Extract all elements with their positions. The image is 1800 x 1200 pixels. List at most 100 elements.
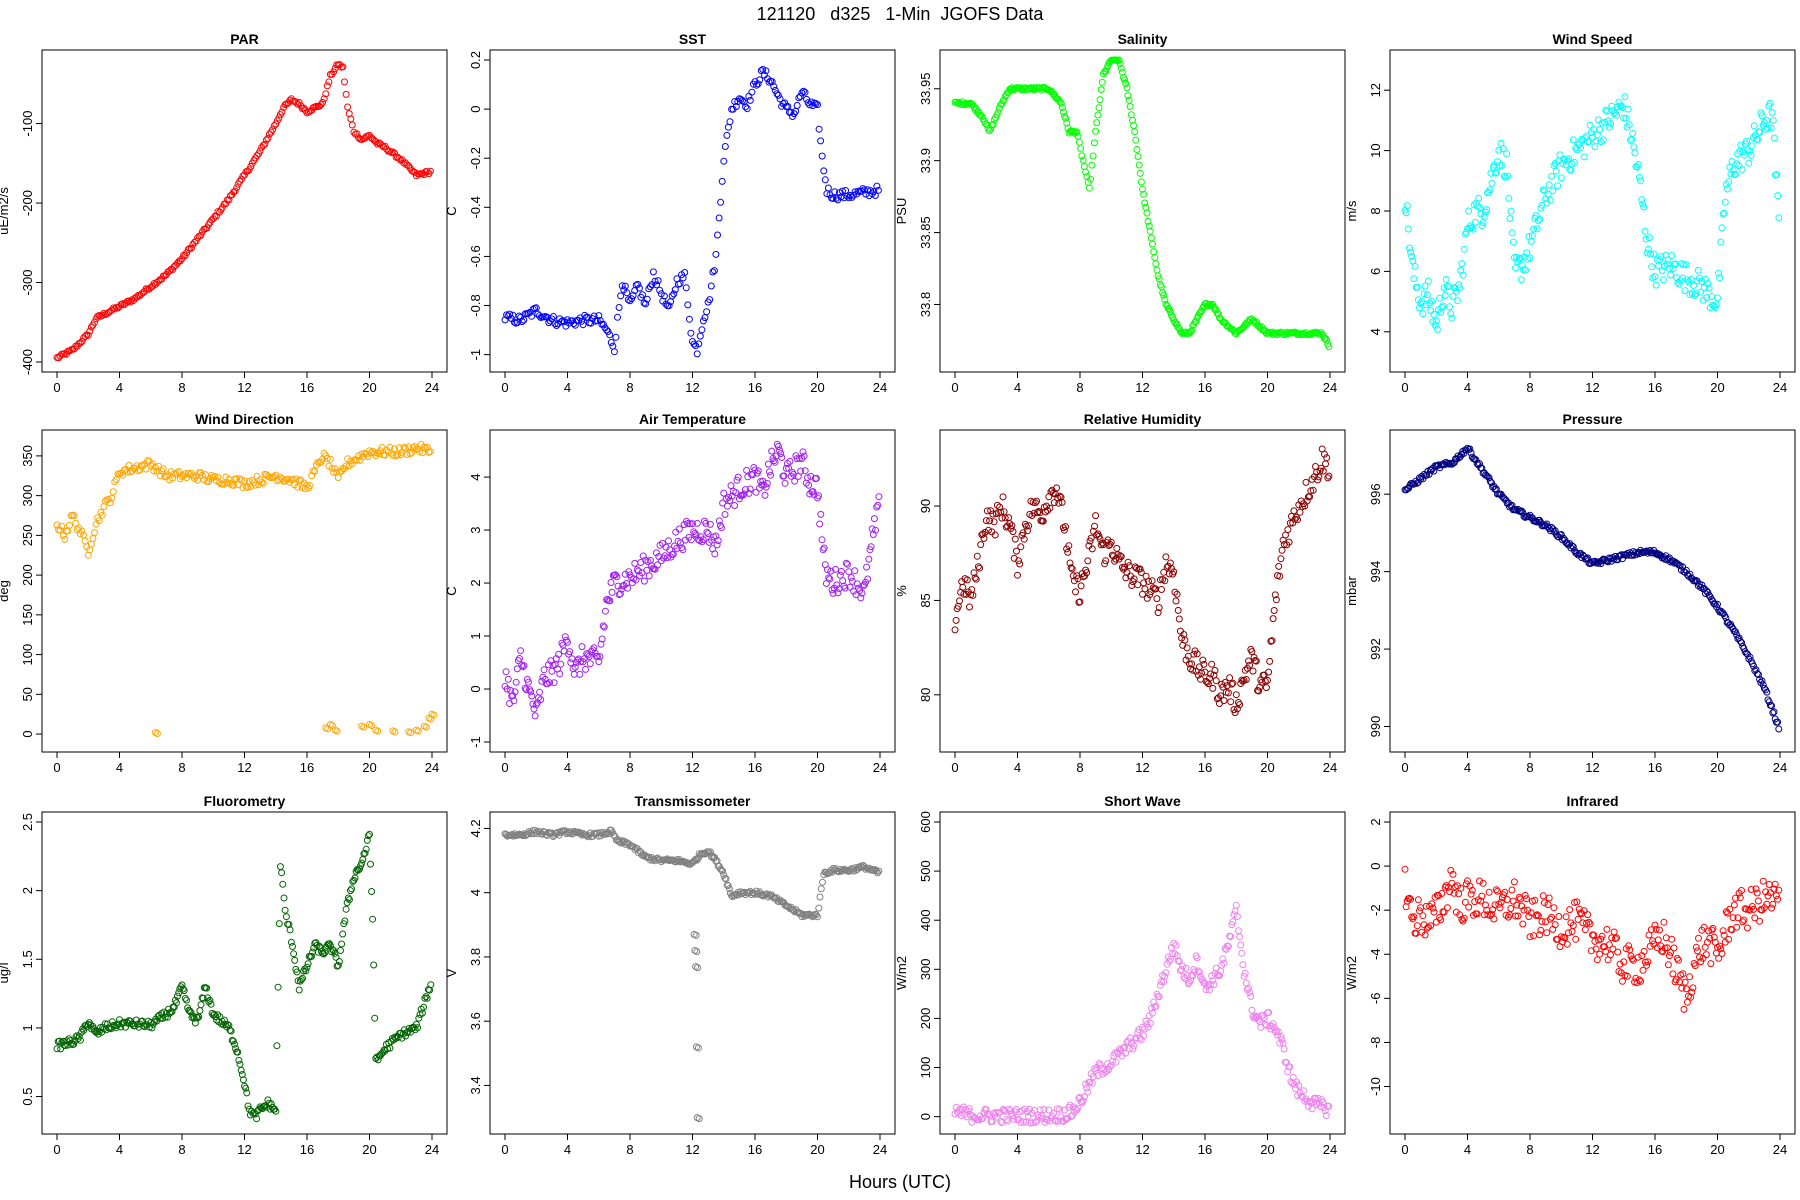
data-series (501, 826, 883, 1123)
data-point (970, 569, 978, 577)
data-point (1318, 330, 1326, 338)
data-point (645, 572, 653, 580)
data-point (214, 1011, 222, 1019)
data-point (1698, 581, 1706, 589)
data-point (816, 893, 824, 901)
data-point (302, 967, 310, 975)
data-point (181, 994, 189, 1002)
data-point (159, 465, 167, 473)
data-point (743, 105, 751, 113)
data-point (1498, 493, 1506, 501)
x-tick-label: 20 (362, 1142, 376, 1157)
data-point (1721, 198, 1729, 206)
data-point (1483, 206, 1490, 214)
data-point (1765, 881, 1773, 888)
data-point (1241, 666, 1249, 674)
data-point (1080, 163, 1088, 170)
data-point (653, 281, 661, 289)
data-point (1144, 1023, 1152, 1031)
data-point (1647, 926, 1655, 934)
data-point (1530, 932, 1538, 940)
data-point (156, 1014, 164, 1022)
data-point (325, 78, 333, 86)
data-point (176, 257, 184, 265)
data-point (628, 295, 636, 303)
data-point (1129, 1045, 1137, 1053)
data-point (1531, 896, 1539, 904)
data-point (1725, 935, 1733, 943)
data-point (1522, 895, 1530, 903)
data-point (1500, 172, 1508, 180)
data-point (1543, 929, 1551, 937)
data-point (332, 953, 340, 961)
data-point (1512, 912, 1520, 920)
data-point (1306, 1098, 1314, 1106)
data-point (1457, 884, 1465, 892)
data-point (1079, 1097, 1087, 1105)
data-point (1116, 60, 1124, 68)
x-tick-label: 20 (1710, 1142, 1724, 1157)
data-point (1044, 507, 1052, 514)
data-point (1136, 1034, 1144, 1042)
data-point (1155, 604, 1163, 612)
y-tick-label: 0 (1368, 862, 1383, 869)
data-point (623, 289, 631, 297)
data-point (1522, 266, 1529, 274)
data-point (1161, 972, 1169, 980)
x-tick-label: 4 (1464, 1142, 1471, 1157)
data-point (524, 678, 532, 686)
data-point (1635, 173, 1643, 181)
data-point (1770, 708, 1778, 716)
data-point (1092, 512, 1100, 520)
data-point (529, 700, 537, 708)
data-point (793, 102, 801, 109)
data-point (1634, 953, 1642, 961)
data-series (1401, 444, 1783, 733)
data-point (1549, 187, 1557, 195)
x-tick-label: 16 (300, 1142, 314, 1157)
data-point (1639, 200, 1647, 208)
data-point (370, 961, 378, 969)
data-point (1132, 136, 1140, 144)
data-point (1647, 250, 1654, 258)
data-point (692, 931, 700, 939)
data-point (969, 591, 977, 599)
data-point (1219, 955, 1227, 963)
data-point (243, 1089, 251, 1097)
data-point (1774, 718, 1782, 726)
data-point (695, 340, 703, 348)
data-point (1758, 677, 1766, 685)
data-point (1204, 680, 1212, 688)
data-point (818, 152, 826, 160)
data-point (1267, 637, 1275, 645)
data-point (618, 282, 626, 290)
data-point (1592, 559, 1600, 567)
data-point (1548, 172, 1556, 180)
data-point (1657, 253, 1665, 261)
data-point (342, 905, 350, 913)
data-point (113, 1022, 121, 1029)
data-point (1505, 194, 1513, 202)
data-point (184, 245, 192, 253)
data-point (1278, 1036, 1286, 1044)
x-tick-label: 16 (1648, 1142, 1662, 1157)
x-tick-label: 20 (1260, 380, 1274, 395)
data-point (1595, 116, 1602, 124)
y-tick-label: 12 (1368, 83, 1383, 97)
data-point (1096, 96, 1104, 104)
data-point (1233, 705, 1241, 713)
data-point (1043, 502, 1050, 510)
data-point (1445, 883, 1452, 891)
data-point (870, 867, 878, 875)
data-point (1775, 886, 1783, 894)
data-point (1084, 1088, 1092, 1096)
data-point (308, 952, 315, 960)
data-point (148, 1024, 156, 1032)
data-point (1664, 961, 1672, 969)
data-point (78, 527, 86, 535)
data-point (974, 563, 982, 571)
x-tick-label: 0 (951, 380, 958, 395)
data-point (763, 480, 771, 487)
data-point (1221, 319, 1229, 327)
data-point (846, 192, 854, 199)
